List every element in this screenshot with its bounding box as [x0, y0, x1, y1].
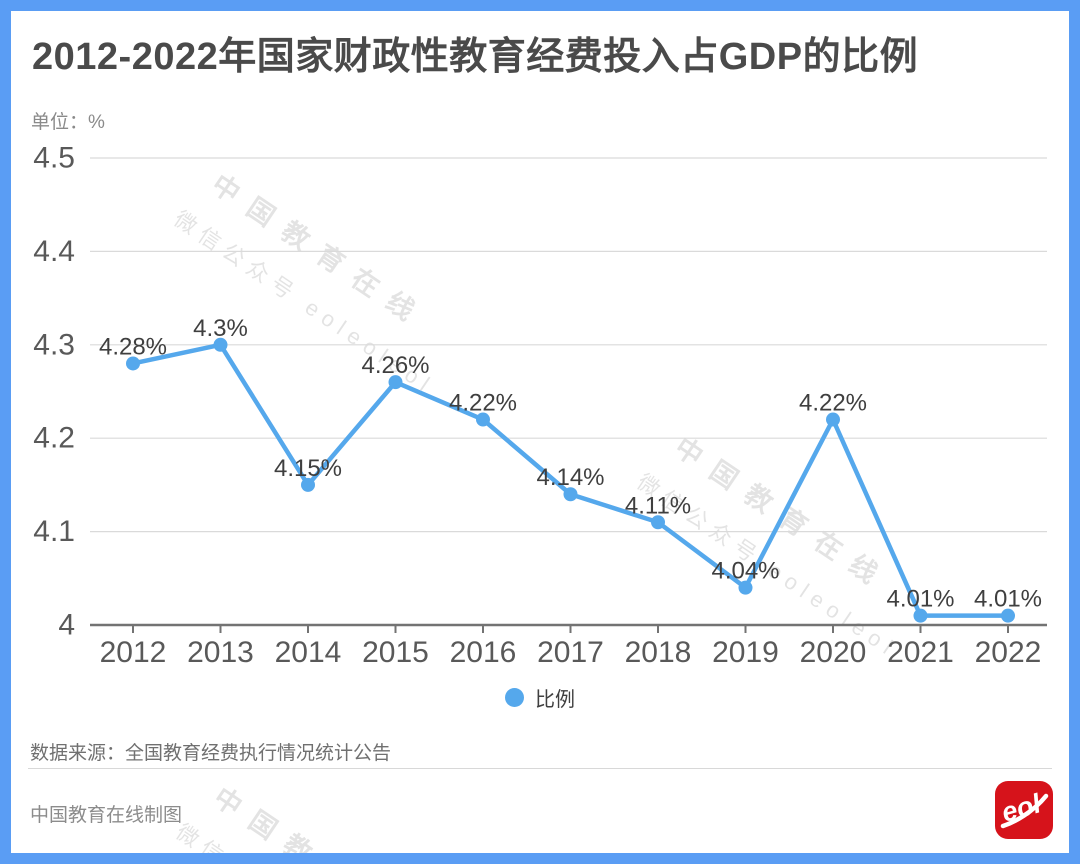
- data-label: 4.3%: [193, 315, 248, 342]
- data-point: [126, 356, 140, 371]
- data-source-text: 数据来源：全国教育经费执行情况统计公告: [30, 743, 392, 764]
- x-tick-label: 2014: [275, 636, 342, 669]
- y-tick-label: 4: [58, 609, 75, 642]
- watermark-brand-text: 中国教育在线: [207, 776, 475, 853]
- data-label: 4.22%: [449, 390, 517, 417]
- y-tick-label: 4.2: [33, 422, 75, 455]
- data-point: [738, 580, 753, 595]
- data-label: 4.14%: [536, 464, 604, 491]
- credit-text: 中国教育在线制图: [30, 805, 183, 826]
- y-tick-label: 4.1: [33, 515, 75, 548]
- x-tick-label: 2015: [362, 636, 429, 669]
- x-tick-label: 2021: [887, 636, 954, 669]
- data-label: 4.15%: [274, 455, 342, 482]
- footer-divider: [28, 768, 1052, 769]
- page-title: 2012-2022年国家财政性教育经费投入占GDP的比例: [32, 36, 919, 78]
- data-label: 4.01%: [974, 586, 1042, 613]
- x-tick-label: 2013: [187, 636, 254, 669]
- x-tick-label: 2012: [100, 636, 167, 669]
- y-tick-label: 4.3: [33, 328, 75, 361]
- x-tick-label: 2016: [450, 636, 517, 669]
- x-tick-label: 2022: [975, 636, 1042, 669]
- legend-marker-icon: [505, 688, 524, 707]
- x-tick-label: 2019: [712, 636, 779, 669]
- data-label: 4.22%: [799, 390, 867, 417]
- data-label: 4.26%: [361, 352, 429, 379]
- data-point: [388, 375, 403, 390]
- watermark: 中国教育在线 微信公众号 eoleoleol: [172, 776, 475, 853]
- y-tick-label: 4.4: [33, 235, 75, 268]
- legend-label: 比例: [535, 689, 575, 711]
- x-tick-label: 2018: [625, 636, 692, 669]
- data-point: [651, 515, 665, 530]
- y-tick-label: 4.5: [33, 142, 75, 175]
- data-point: [476, 412, 490, 427]
- data-point: [913, 608, 928, 623]
- data-label: 4.01%: [886, 586, 954, 613]
- data-point: [563, 487, 578, 502]
- unit-label: 单位：%: [31, 112, 105, 133]
- data-point: [213, 337, 228, 352]
- data-label: 4.11%: [625, 492, 691, 519]
- x-tick-label: 2017: [537, 636, 604, 669]
- line-chart: 4.5 4.4 4.3 4.2 4.1 4 2012 2013 2014 2015 2016 2017…: [33, 142, 1047, 669]
- eol-logo-swoosh: [1000, 793, 1049, 829]
- watermark-wechat-text: 微信公众号 eoleoleol: [170, 815, 444, 853]
- data-label: 4.28%: [99, 333, 167, 360]
- data-point: [301, 477, 315, 492]
- data-point: [826, 412, 840, 427]
- data-point: [1001, 608, 1015, 623]
- legend: 比例: [11, 683, 1069, 712]
- data-label: 4.04%: [711, 558, 779, 585]
- x-tick-label: 2020: [800, 636, 867, 669]
- eol-logo-icon: eol: [995, 781, 1053, 839]
